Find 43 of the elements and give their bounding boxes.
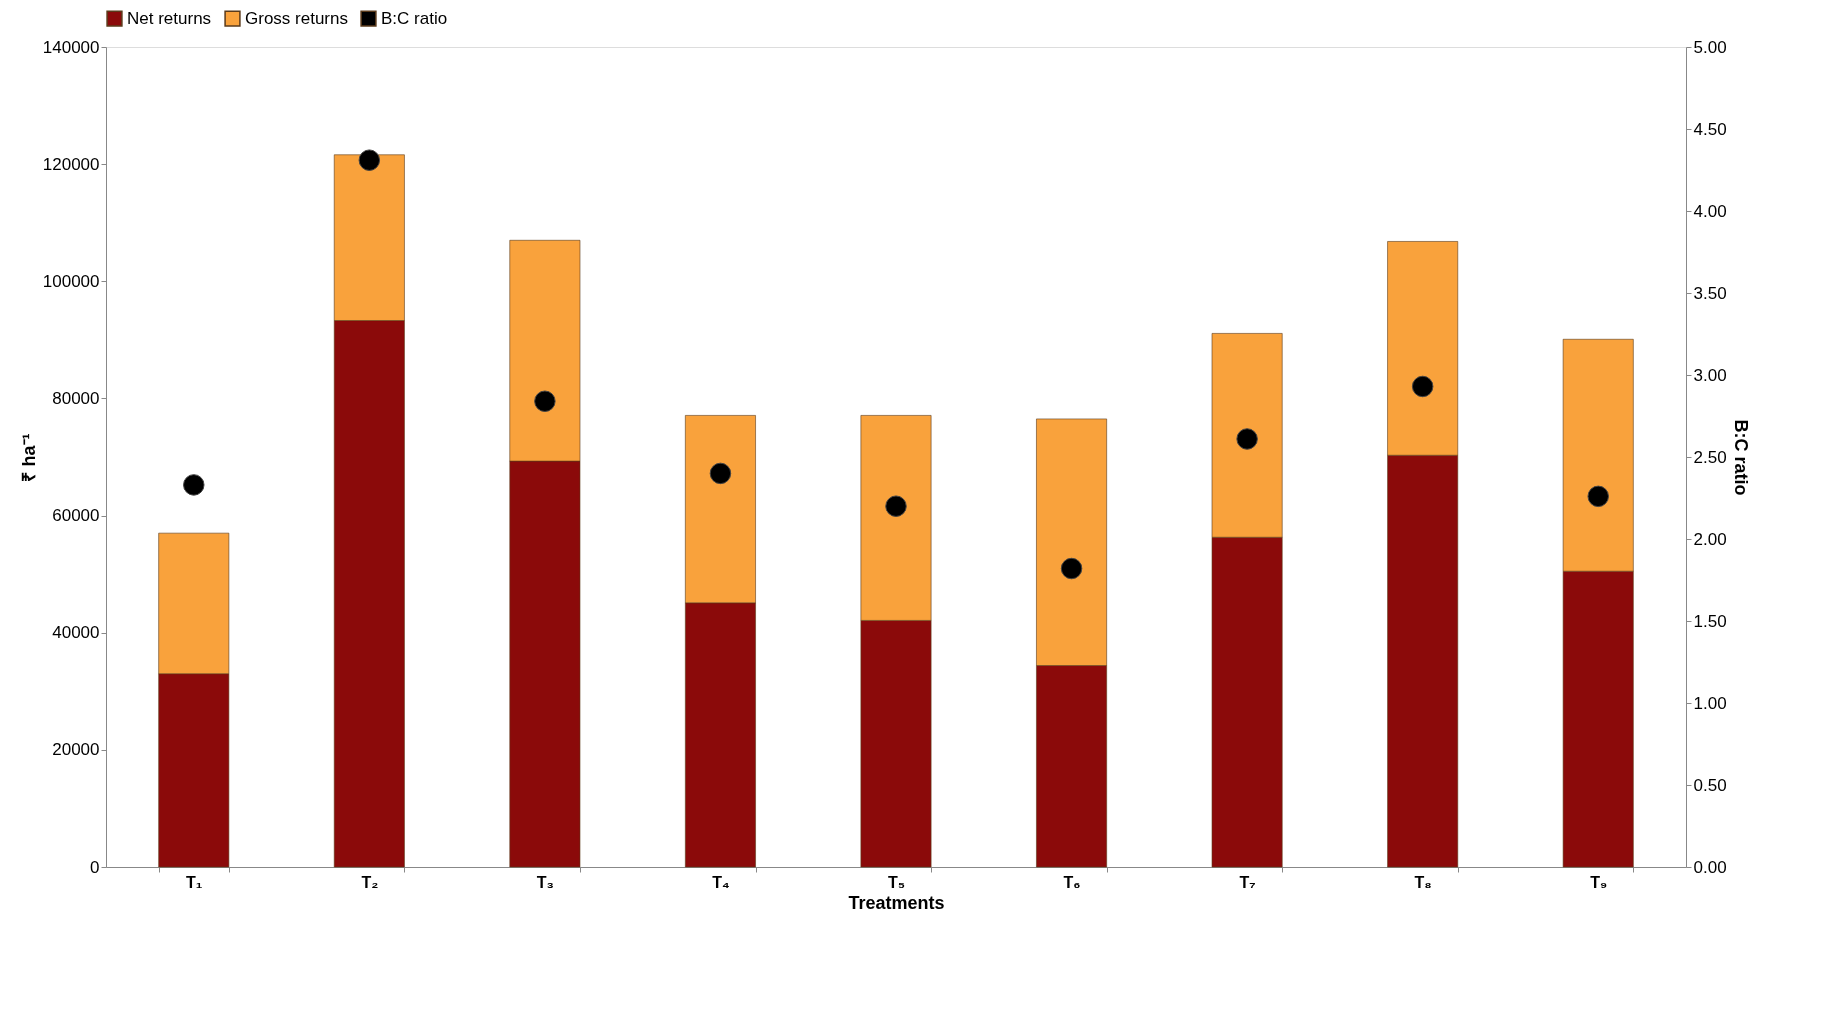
y2-tick-label: 4.50 [1693,119,1727,139]
y2-tick-label: 2.00 [1693,529,1727,549]
legend-label: B:C ratio [381,8,448,28]
x-tick-label: T₅ [887,873,906,891]
point [709,462,732,485]
y-tick-label: 140000 [42,37,100,57]
point [534,390,556,412]
x-tick-label: T₇ [1239,873,1256,891]
legend-label: Net returns [127,8,212,28]
y-axis-title: ₹ ha⁻¹ [18,433,39,482]
y2-tick-label: 1.50 [1693,611,1727,631]
y2-axis-title: B:C ratio [1730,419,1751,496]
y2-tick-label: 4.00 [1693,201,1727,221]
y2-tick-label: 0.00 [1693,857,1727,877]
y-tick-label: 40000 [52,623,100,643]
y2-tick-label: 2.50 [1693,447,1727,467]
point [1236,428,1258,450]
point [183,474,205,496]
x-tick-label: T₄ [712,873,730,891]
x-tick-label: T₂ [361,873,379,891]
y2-tick-label: 3.00 [1693,365,1727,385]
y2-tick-label: 3.50 [1693,283,1727,303]
y-tick-label: 100000 [42,271,100,291]
point [358,149,381,171]
y2-tick-label: 0.50 [1693,775,1727,795]
legend-label: Gross returns [245,8,348,28]
x-tick-label: T₁ [186,873,203,891]
y-tick-label: 20000 [52,740,100,760]
y-tick-label: 120000 [42,154,100,174]
x-tick-label: T₆ [1063,873,1081,891]
y-tick-label: 80000 [52,388,100,408]
y2-tick-label: 5.00 [1693,37,1727,57]
x-tick-label: T₃ [536,873,554,891]
point [1060,557,1083,580]
point [885,495,907,517]
y2-tick-label: 1.00 [1693,693,1727,713]
y-tick-label: 60000 [52,506,100,526]
point [1587,485,1609,508]
x-tick-label: T₈ [1414,873,1432,891]
x-tick-label: T₉ [1590,873,1608,891]
x-axis-title: Treatments [848,892,945,913]
y-tick-label: 0 [90,857,100,877]
point [1411,375,1434,398]
